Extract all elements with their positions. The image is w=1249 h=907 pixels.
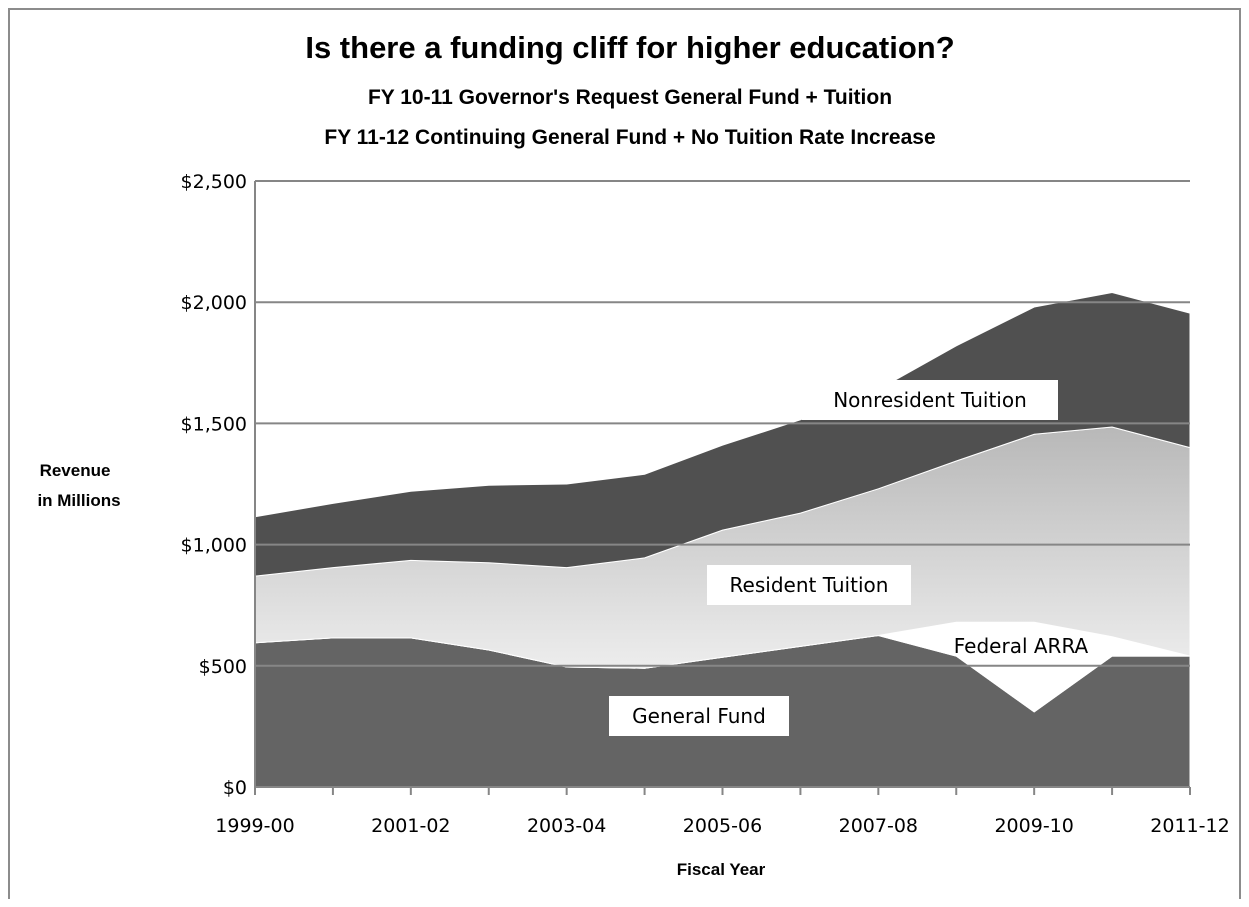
- chart-subtitle-2: FY 11-12 Continuing General Fund + No Tu…: [324, 126, 935, 149]
- label-box-resident-tuition: [707, 565, 911, 605]
- y-tick-label: $0: [223, 777, 247, 799]
- y-axis-label-line-2: in Millions: [37, 491, 120, 510]
- y-tick-labels: $0 $500 $1,000 $1,500 $2,000 $2,500: [181, 171, 247, 799]
- x-tick-label: 2001-02: [371, 815, 450, 837]
- label-box-general-fund: [609, 696, 789, 736]
- label-box-nonresident-tuition: [802, 380, 1058, 420]
- gridlines: [255, 180, 1190, 667]
- area-label-general-fund: General Fund: [632, 704, 766, 728]
- y-tick-label: $500: [199, 656, 247, 678]
- area-nonresident-tuition: [254, 291, 1191, 577]
- y-tick-label: $1,000: [181, 535, 247, 557]
- area-label-federal-arra: Federal ARRA: [954, 634, 1089, 658]
- x-tick-label: 2011-12: [1150, 815, 1229, 837]
- area-label-nonresident-tuition: Nonresident Tuition: [833, 388, 1027, 412]
- y-tick-label: $1,500: [181, 413, 247, 435]
- area-label-resident-tuition: Resident Tuition: [730, 573, 889, 597]
- x-tick-labels: 1999-00 2001-02 2003-04 2005-06 2007-08 2009-…: [215, 815, 1229, 837]
- x-tick-label: 2009-10: [994, 815, 1073, 837]
- x-tick-label: 2005-06: [683, 815, 762, 837]
- y-tick-label: $2,500: [181, 171, 247, 193]
- chart-title: Is there a funding cliff for higher educ…: [305, 30, 954, 65]
- x-tick-label: 1999-00: [215, 815, 294, 837]
- chart-subtitle-1: FY 10-11 Governor's Request General Fund…: [368, 86, 892, 109]
- chart-frame: [8, 8, 1241, 899]
- y-tick-label: $2,000: [181, 292, 247, 314]
- x-axis-label: Fiscal Year: [677, 860, 766, 879]
- x-tick-label: 2007-08: [839, 815, 918, 837]
- area-labels: Nonresident Tuition Resident Tuition Fed…: [609, 380, 1089, 736]
- x-tick-label: 2003-04: [527, 815, 606, 837]
- y-axis-label-line-1: Revenue: [40, 461, 111, 480]
- axes: [254, 181, 1191, 795]
